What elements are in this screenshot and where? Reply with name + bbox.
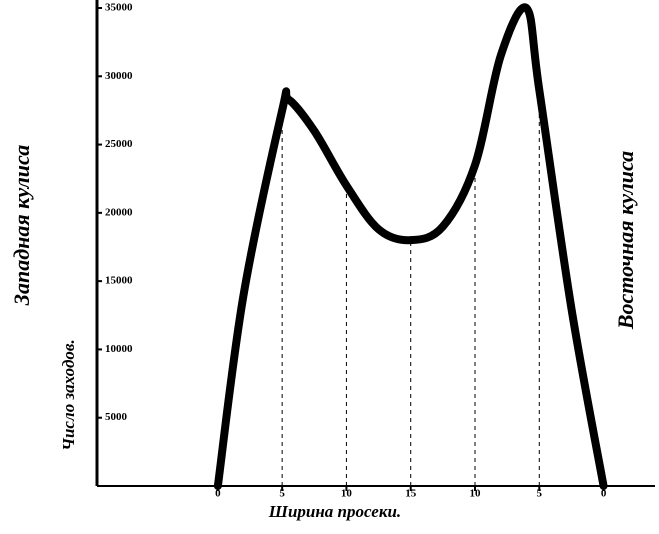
y-tick-label: 15000 <box>105 275 133 287</box>
x-tick-label: 10 <box>341 488 353 500</box>
x-tick-label: 0 <box>601 488 607 500</box>
x-tick-label: 0 <box>215 488 221 500</box>
x-tick-label: 5 <box>279 488 285 500</box>
x-tick-label: 5 <box>537 488 543 500</box>
y-tick-label: 20000 <box>105 206 133 218</box>
y-axis-label: Число заходов. <box>59 339 78 450</box>
x-tick-label: 10 <box>470 488 482 500</box>
right-label: Восточная кулиса <box>613 151 638 330</box>
x-tick-label: 15 <box>405 488 417 500</box>
y-tick-label: 5000 <box>105 411 128 423</box>
x-axis-label: Ширина просеки. <box>268 502 401 521</box>
y-tick-label: 35000 <box>105 2 133 14</box>
y-tick-label: 25000 <box>105 138 133 150</box>
curve <box>213 3 608 490</box>
y-tick-label: 30000 <box>105 70 133 82</box>
y-tick-label: 10000 <box>105 343 133 355</box>
left-label: Западная кулиса <box>9 145 34 306</box>
